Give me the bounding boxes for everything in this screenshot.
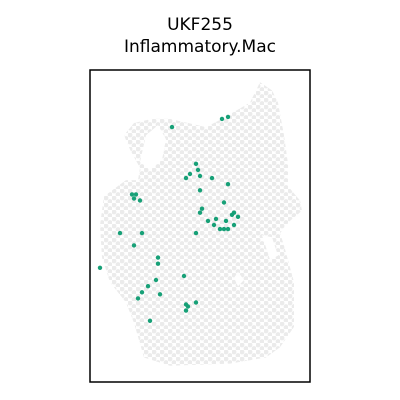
highlight-spot [197,173,203,179]
highlight-spot [131,243,137,248]
highlight-spot [193,300,199,305]
highlight-spot [157,292,163,297]
highlight-spot [193,230,199,236]
highlight-spot [217,226,223,232]
highlight-spot [139,230,145,236]
highlight-spot [183,308,189,313]
highlight-spot [221,226,227,232]
highlight-spot [185,304,191,309]
highlight-spot [197,188,203,193]
highlight-spot [199,206,205,211]
highlight-spot [155,261,161,266]
highlight-spot [225,226,231,232]
highlight-spot [231,210,237,215]
highlight-spot [221,200,227,205]
highlight-spot [225,114,231,120]
tissue-gap [262,235,278,260]
highlight-spots [97,114,241,323]
highlight-spot [183,175,189,181]
highlight-spot [193,161,199,166]
highlight-spot [231,222,237,228]
highlight-spot [129,192,135,197]
highlight-spot [213,216,219,222]
highlight-spot [97,265,103,270]
highlight-spot [181,273,187,279]
plot-frame [89,69,311,383]
tissue-area [100,82,302,366]
tissue-outline [100,82,302,366]
highlight-spot [211,222,217,228]
highlight-spot [225,182,231,187]
highlight-spot [131,196,137,201]
highlight-spot [235,214,241,219]
chart-title: UKF255 Inflammatory.Mac [0,14,400,58]
tissue-gap [140,125,166,170]
chart-title-line1: UKF255 [167,15,233,35]
highlight-spot [195,167,201,173]
highlight-spot [117,230,123,236]
highlight-spot [153,277,159,283]
highlight-spot [197,210,203,215]
highlight-spot [135,296,141,301]
highlight-spot [187,171,193,177]
tissue-gap [234,271,244,287]
highlight-spot [133,192,139,197]
highlight-spot [219,116,225,122]
highlight-spot [205,218,211,224]
highlight-spot [169,124,175,130]
highlight-spot [137,198,143,203]
highlight-spot [139,290,145,295]
highlight-spot [223,218,229,224]
highlight-spot [209,175,215,181]
highlight-spot [155,255,161,260]
highlight-spot [147,318,153,323]
chart-title-line2: Inflammatory.Mac [124,37,276,57]
highlight-spot [145,284,151,289]
